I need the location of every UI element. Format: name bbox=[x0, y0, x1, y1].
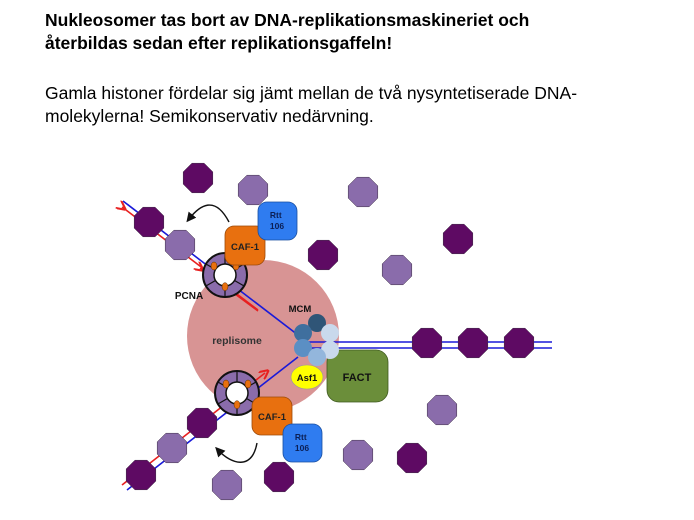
new-histone-octamer bbox=[211, 469, 243, 501]
old-histone-octamer bbox=[182, 162, 214, 194]
asf1-ellipse bbox=[290, 364, 324, 390]
body-line: Gamla histoner fördelar sig jämt mellan … bbox=[45, 83, 578, 103]
fact-box bbox=[326, 349, 389, 403]
caf1-upper-label: CAF-1 bbox=[231, 242, 260, 253]
body-line: molekylerna! Semikonservativ nedärvning. bbox=[45, 106, 374, 126]
new-histone-octamer bbox=[347, 176, 379, 208]
old-histone-octamer bbox=[396, 442, 428, 474]
rtt106-lower-box bbox=[282, 423, 323, 463]
old-histone-octamer bbox=[442, 223, 474, 255]
new-histone-octamer bbox=[164, 229, 196, 261]
old-histone-octamer bbox=[307, 239, 339, 271]
pcna-label: PCNA bbox=[175, 291, 203, 302]
old-histone-octamer bbox=[457, 327, 489, 359]
rtt106-lower-label: Rtt 106 bbox=[295, 432, 309, 453]
new-histone-octamer bbox=[342, 439, 374, 471]
slide-title: Nukleosomer tas bort av DNA-replikations… bbox=[45, 9, 529, 55]
pcna-ring-lower bbox=[214, 370, 260, 416]
title-line: Nukleosomer tas bort av DNA-replikations… bbox=[45, 10, 530, 30]
curved-arrow-lower bbox=[215, 442, 258, 463]
old-histone-octamer bbox=[186, 407, 218, 439]
new-histone-octamer bbox=[237, 174, 269, 206]
asf1-label: Asf1 bbox=[297, 373, 318, 384]
new-histone-octamer bbox=[156, 432, 188, 464]
new-histone-octamer bbox=[381, 254, 413, 286]
old-histone-octamer bbox=[263, 461, 295, 493]
old-histone-octamer bbox=[133, 206, 165, 238]
rtt106-upper-box bbox=[257, 201, 298, 241]
curved-arrow-upper bbox=[186, 204, 230, 223]
new-histone-octamer bbox=[426, 394, 458, 426]
caf1-lower-box bbox=[251, 396, 293, 436]
title-line: återbildas sedan efter replikationsgaffe… bbox=[45, 33, 393, 53]
rtt106-upper-label: Rtt 106 bbox=[270, 210, 284, 231]
old-histone-octamer bbox=[411, 327, 443, 359]
slide-body: Gamla histoner fördelar sig jämt mellan … bbox=[45, 82, 577, 128]
mcm-label: MCM bbox=[289, 304, 312, 315]
caf1-lower-label: CAF-1 bbox=[258, 412, 287, 423]
old-histone-octamer bbox=[125, 459, 157, 491]
old-histone-octamer bbox=[503, 327, 535, 359]
replisome-label: replisome bbox=[212, 335, 262, 347]
mcm-helicase bbox=[294, 314, 339, 366]
histone-octamers bbox=[125, 162, 535, 501]
fact-label: FACT bbox=[343, 372, 372, 384]
caf1-upper-box bbox=[224, 225, 266, 266]
